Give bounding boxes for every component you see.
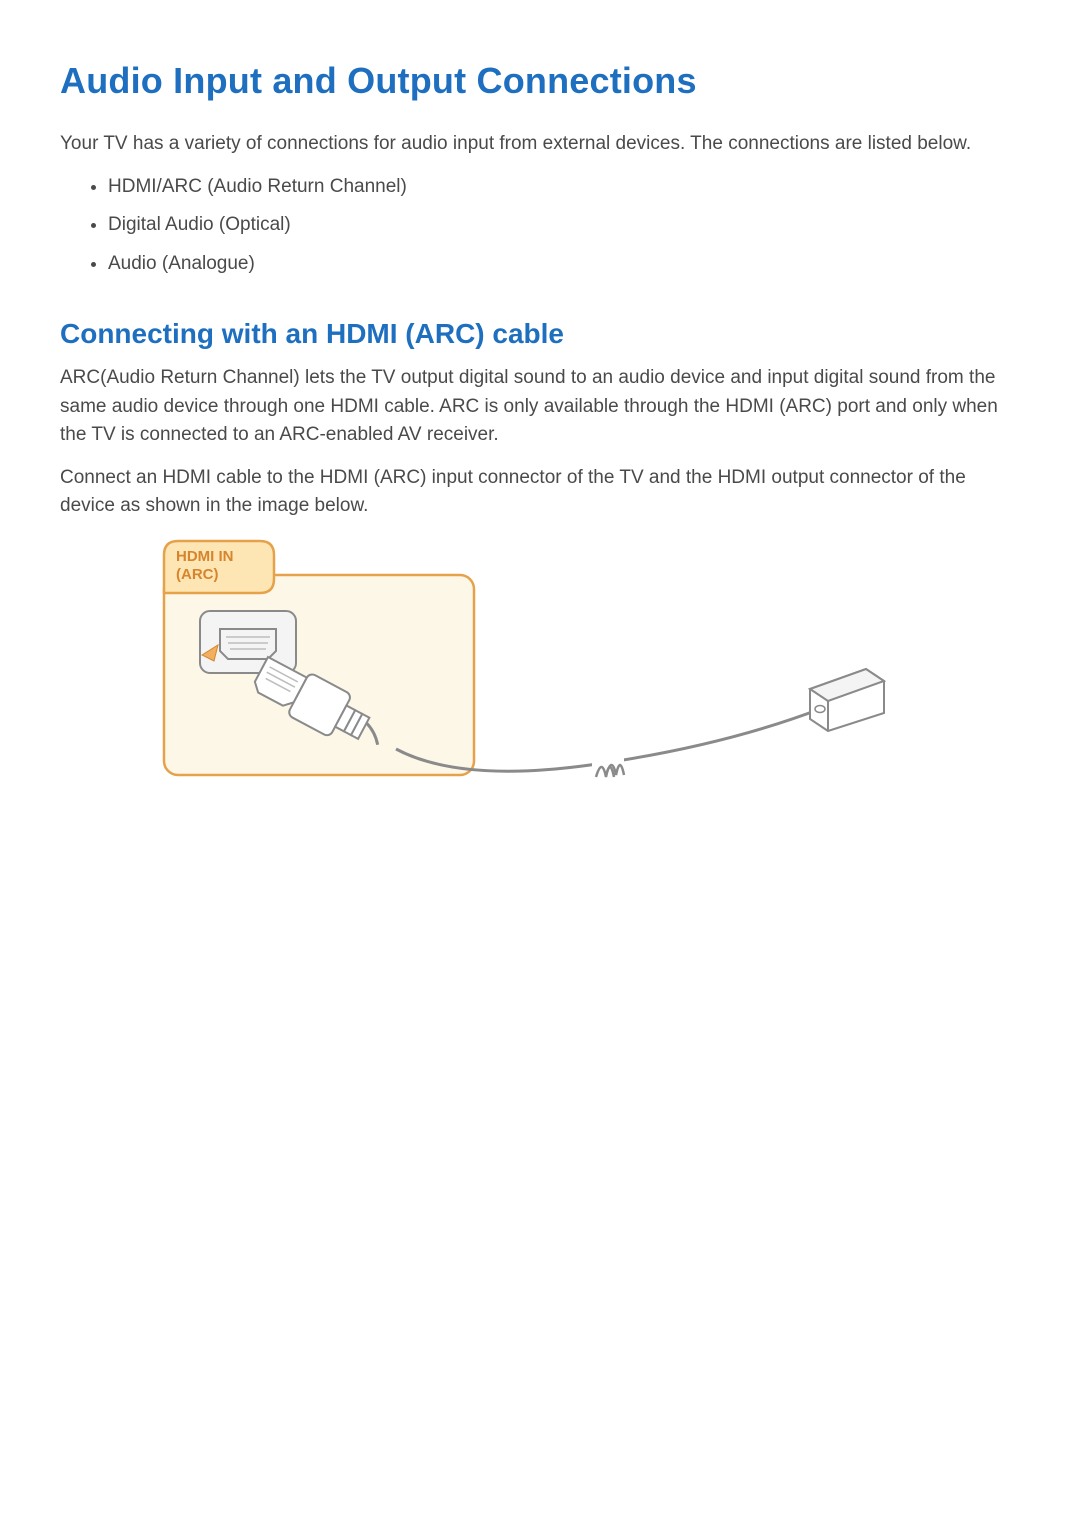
- diagram-svg: HDMI IN (ARC): [160, 539, 900, 789]
- hdmi-arc-diagram: HDMI IN (ARC): [160, 539, 1020, 794]
- diagram-label: HDMI IN (ARC): [164, 541, 274, 593]
- cable-break-icon: [592, 749, 624, 779]
- av-receiver-icon: [810, 669, 884, 731]
- document-page: Audio Input and Output Connections Your …: [0, 0, 1080, 1527]
- section-paragraph-2: Connect an HDMI cable to the HDMI (ARC) …: [60, 464, 1020, 521]
- diagram-panel: [164, 575, 474, 775]
- page-title: Audio Input and Output Connections: [60, 60, 1020, 102]
- diagram-label-line2: (ARC): [176, 566, 219, 583]
- diagram-label-line1: HDMI IN: [176, 548, 234, 565]
- intro-paragraph: Your TV has a variety of connections for…: [60, 130, 1020, 159]
- section-heading: Connecting with an HDMI (ARC) cable: [60, 318, 1020, 350]
- list-item: Digital Audio (Optical): [108, 211, 1020, 240]
- list-item: Audio (Analogue): [108, 250, 1020, 279]
- connections-list: HDMI/ARC (Audio Return Channel) Digital …: [60, 173, 1020, 279]
- section-paragraph-1: ARC(Audio Return Channel) lets the TV ou…: [60, 364, 1020, 450]
- list-item: HDMI/ARC (Audio Return Channel): [108, 173, 1020, 202]
